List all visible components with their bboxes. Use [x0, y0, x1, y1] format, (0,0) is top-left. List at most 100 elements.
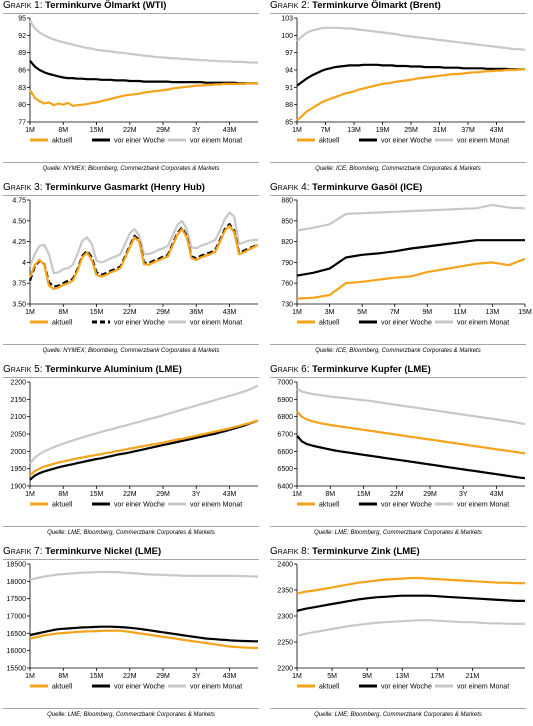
x-tick-label: 1M: [292, 673, 302, 680]
y-tick-label: 1950: [10, 466, 26, 473]
chart-source: Quelle: LME; Bloomberg, Commerzbank Corp…: [314, 712, 482, 718]
y-tick-label: 16500: [7, 631, 27, 638]
chart-number: Grafik 3:: [3, 182, 43, 193]
x-tick-label: 1M: [292, 127, 302, 134]
x-tick-label: 36M: [189, 309, 203, 316]
y-tick-label: 16000: [7, 648, 27, 655]
series-line-monat: [28, 211, 258, 275]
x-tick-label: 13M: [486, 309, 500, 316]
x-tick-label: 8M: [58, 309, 68, 316]
y-tick-label: 97: [285, 50, 293, 57]
x-tick-label: 8M: [58, 491, 68, 498]
x-tick-label: 15M: [518, 309, 532, 316]
legend-label-woche: vor einer Woche: [381, 502, 432, 509]
title-rule: [3, 559, 259, 560]
source-rule: [270, 344, 526, 345]
y-tick-label: 2400: [277, 562, 293, 569]
x-tick-label: 9M: [362, 673, 372, 680]
x-tick-label: 3Y: [192, 673, 201, 680]
y-tick-label: 86: [18, 68, 26, 75]
series-line-woche: [29, 60, 258, 85]
source-rule: [270, 526, 526, 527]
x-tick-label: 15M: [90, 491, 104, 498]
legend-label-woche: vor einer Woche: [114, 684, 165, 691]
y-tick-label: 6500: [277, 466, 293, 473]
y-tick-label: 15500: [7, 666, 27, 673]
x-tick-label: 11M: [453, 309, 466, 316]
legend-label-monat: vor einem Monat: [190, 502, 242, 509]
x-tick-label: 25M: [404, 127, 418, 134]
chart-title-text: Terminkurve Ölmarkt (WTI): [45, 0, 167, 11]
y-tick-label: 4.50: [12, 218, 26, 225]
y-tick-label: 6800: [277, 414, 293, 421]
x-tick-label: 1M: [25, 309, 35, 316]
chart-number: Grafik 1:: [3, 0, 43, 11]
chart-title-text: Terminkurve Aluminium (LME): [45, 364, 182, 375]
series-line-monat: [29, 384, 259, 465]
x-tick-label: 29M: [423, 491, 437, 498]
y-tick-label: 6700: [277, 432, 293, 439]
y-tick-label: 91: [285, 85, 293, 92]
title-rule: [270, 377, 526, 378]
chart-title: Grafik 5: Terminkurve Aluminium (LME): [3, 364, 182, 375]
y-tick-label: 18000: [7, 579, 27, 586]
chart-number: Grafik 6:: [270, 364, 310, 375]
x-tick-label: 8M: [58, 673, 68, 680]
y-tick-label: 2000: [10, 449, 26, 456]
y-tick-label: 6600: [277, 449, 293, 456]
legend-label-monat: vor einem Monat: [457, 502, 509, 509]
y-tick-label: 2200: [10, 380, 26, 387]
x-tick-label: 29M: [156, 127, 170, 134]
legend-label-aktuell: aktuell: [52, 320, 73, 327]
y-tick-label: 92: [18, 33, 26, 40]
y-tick-label: 2300: [277, 614, 293, 621]
x-tick-label: 43M: [490, 127, 504, 134]
y-tick-label: 80: [18, 102, 26, 109]
chart-panel-3: Grafik 3: Terminkurve Gasmarkt (Henry Hu…: [0, 182, 266, 362]
y-tick-label: 880: [281, 198, 293, 205]
series-line-aktuell: [296, 410, 526, 455]
x-tick-label: 15M: [90, 127, 104, 134]
x-tick-label: 29M: [156, 309, 170, 316]
chart-source: Quelle: LME; Bloomberg, Commerzbank Corp…: [47, 530, 215, 536]
legend-label-monat: vor einem Monat: [190, 684, 242, 691]
chart-panel-1: Grafik 1: Terminkurve Ölmarkt (WTI) 77 80…: [0, 0, 266, 180]
chart-number: Grafik 2:: [270, 0, 310, 11]
x-tick-label: 5M: [357, 309, 367, 316]
series-line-woche: [296, 594, 525, 612]
x-tick-label: 15M: [90, 673, 104, 680]
x-tick-label: 7M: [321, 127, 331, 134]
series-line-aktuell: [28, 224, 259, 291]
chart-title: Grafik 8: Terminkurve Zink (LME): [270, 546, 420, 557]
x-tick-label: 3Y: [459, 491, 468, 498]
chart-title: Grafik 1: Terminkurve Ölmarkt (WTI): [3, 0, 166, 11]
chart-title-text: Terminkurve Nickel (LME): [45, 546, 162, 557]
y-tick-label: 94: [285, 68, 293, 75]
x-tick-label: 22M: [123, 309, 137, 316]
y-tick-label: 83: [18, 85, 26, 92]
legend-label-woche: vor einer Woche: [381, 684, 432, 691]
x-tick-label: 8M: [58, 127, 68, 134]
chart-number: Grafik 7:: [3, 546, 43, 557]
x-tick-label: 29M: [156, 673, 170, 680]
chart-number: Grafik 8:: [270, 546, 310, 557]
legend-label-woche: vor einer Woche: [381, 320, 432, 327]
series-line-aktuell: [296, 257, 526, 300]
x-tick-label: 29M: [156, 491, 170, 498]
x-tick-label: 43M: [223, 127, 237, 134]
chart-title-text: Terminkurve Gasmarkt (Henry Hub): [45, 182, 205, 193]
legend-label-aktuell: aktuell: [319, 684, 340, 691]
chart-title-text: Terminkurve Kupfer (LME): [312, 364, 431, 375]
legend-label-woche: vor einer Woche: [114, 138, 165, 145]
y-tick-label: 2250: [277, 640, 293, 647]
y-tick-label: 6900: [277, 397, 293, 404]
series-line-monat: [29, 570, 258, 581]
x-tick-label: 13M: [347, 127, 361, 134]
series-line-aktuell: [29, 419, 259, 477]
y-tick-label: 2200: [277, 666, 293, 673]
legend-label-aktuell: aktuell: [319, 502, 340, 509]
series-line-woche: [29, 419, 259, 481]
series-line-monat: [29, 20, 258, 64]
legend-label-monat: vor einem Monat: [457, 320, 509, 327]
series-line-aktuell: [29, 82, 258, 107]
